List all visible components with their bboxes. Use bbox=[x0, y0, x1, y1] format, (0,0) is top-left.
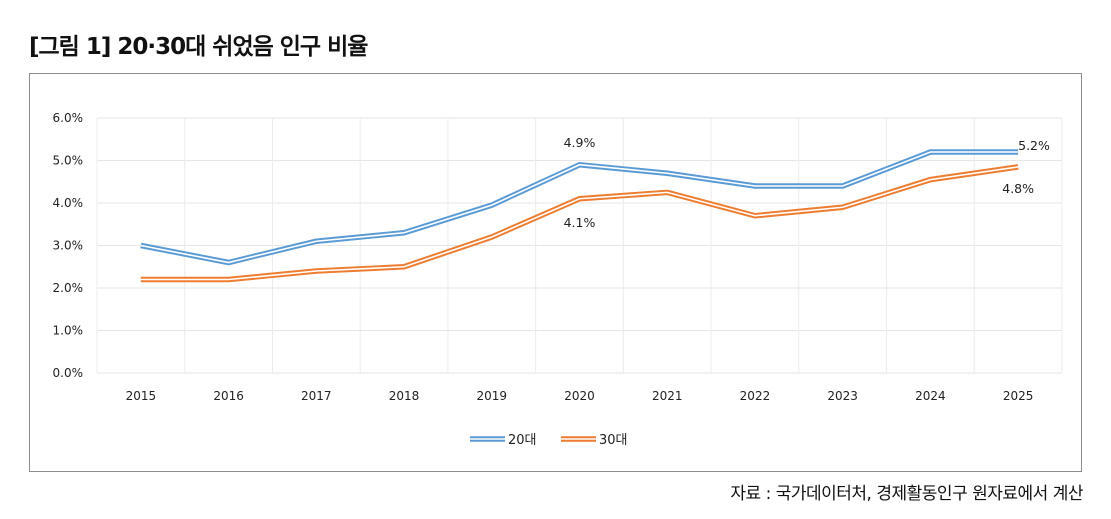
series-30대 bbox=[140, 164, 1019, 283]
figure-title: [그림 1] 20·30대 쉬었음 인구 비율 bbox=[29, 34, 368, 60]
data-label: 4.9% bbox=[564, 135, 596, 150]
data-label: 5.2% bbox=[1018, 138, 1050, 153]
data-label: 4.1% bbox=[564, 215, 596, 230]
y-tick-label: 4.0% bbox=[53, 196, 84, 210]
legend-item-20대: 20대 bbox=[470, 433, 537, 448]
x-tick-label: 2015 bbox=[126, 389, 157, 403]
chart-container: 0.0% 1.0% 2.0% 3.0% 4.0% 5.0% 6.0% 2015 2016 201… bbox=[29, 73, 1082, 472]
x-tick-label: 2017 bbox=[301, 389, 332, 403]
data-label: 4.8% bbox=[1002, 181, 1034, 196]
data-labels: 4.9% 4.1% 5.2% 4.8% bbox=[564, 135, 1050, 230]
y-tick-label: 2.0% bbox=[53, 281, 84, 295]
series-20대 bbox=[140, 149, 1019, 266]
y-tick-label: 0.0% bbox=[53, 366, 84, 380]
legend-label: 30대 bbox=[599, 433, 628, 448]
x-tick-label: 2020 bbox=[564, 389, 595, 403]
x-tick-label: 2023 bbox=[827, 389, 858, 403]
source-note: 자료 : 국가데이터처, 경제활동인구 원자료에서 계산 bbox=[730, 484, 1083, 504]
series-lines bbox=[140, 149, 1019, 283]
x-tick-label: 2025 bbox=[1003, 389, 1034, 403]
legend: 20대 30대 bbox=[470, 433, 628, 448]
x-tick-label: 2021 bbox=[652, 389, 683, 403]
legend-item-30대: 30대 bbox=[561, 433, 628, 448]
y-tick-label: 6.0% bbox=[53, 111, 84, 125]
y-tick-label: 1.0% bbox=[53, 324, 84, 338]
x-tick-label: 2024 bbox=[915, 389, 946, 403]
y-axis: 0.0% 1.0% 2.0% 3.0% 4.0% 5.0% 6.0% bbox=[53, 111, 84, 380]
y-tick-label: 5.0% bbox=[53, 154, 84, 168]
legend-label: 20대 bbox=[508, 433, 537, 448]
x-axis: 2015 2016 2017 2018 2019 2020 2021 2022 2023 2024… bbox=[126, 389, 1034, 403]
gridlines bbox=[96, 117, 1063, 374]
x-tick-label: 2016 bbox=[213, 389, 244, 403]
y-tick-label: 3.0% bbox=[53, 239, 84, 253]
x-tick-label: 2022 bbox=[740, 389, 771, 403]
line-chart: 0.0%1.0%2.0%3.0%4.0%5.0%6.0% 2015 2016 201… bbox=[53, 111, 1063, 448]
x-tick-label: 2019 bbox=[476, 389, 507, 403]
x-tick-label: 2018 bbox=[389, 389, 420, 403]
